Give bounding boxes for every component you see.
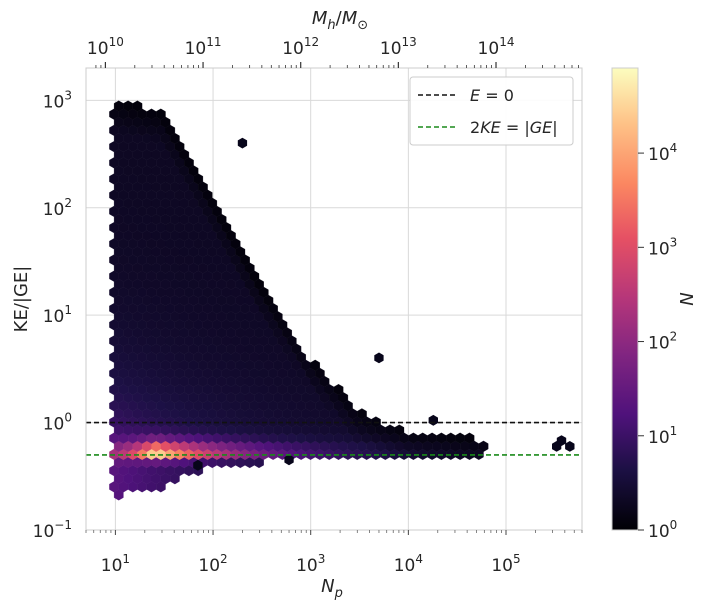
hexbin-cell	[333, 384, 344, 396]
colorbar-tick-label: 104	[648, 141, 677, 165]
colorbar-tick-label: 100	[648, 518, 677, 542]
x-axis-label: Np	[321, 576, 343, 601]
hexbin-outlier-cell	[374, 352, 384, 364]
colorbar-gradient	[612, 68, 638, 530]
hexbin-outlier-cell	[193, 459, 203, 471]
top-axis-ticks: 1010 1011 1012 1013 1014	[87, 35, 579, 68]
x-tick-label: 102	[198, 552, 227, 576]
top-tick-label: 1010	[87, 35, 124, 59]
legend-label-e0: E = 0	[470, 86, 514, 105]
hexbin-cell	[478, 440, 489, 452]
x-tick-label: 104	[394, 552, 423, 576]
x-tick-label: 101	[101, 552, 130, 576]
hexbin-cell	[357, 408, 367, 420]
hexbin-outlier-cell	[237, 137, 248, 149]
hexbin-cells	[109, 100, 575, 501]
y-tick-label: 103	[43, 88, 72, 112]
x-tick-label: 103	[296, 552, 325, 576]
reference-lines	[86, 421, 582, 456]
hexbin-outlier-cell	[284, 454, 294, 466]
y-axis-label: KE/|GE|	[11, 266, 32, 333]
colorbar-tick-label: 101	[648, 424, 677, 448]
y-tick-label: 10−1	[33, 518, 72, 542]
legend: E = 0 2KE = |GE|	[409, 76, 574, 146]
colorbar: 100 101 102 103 104 N	[611, 67, 698, 542]
colorbar-tick-label: 103	[648, 235, 677, 259]
hexbin-cell	[310, 359, 320, 371]
y-axis-ticks: 10−1 100 101 102 103	[33, 88, 72, 542]
colorbar-label: N	[677, 292, 698, 305]
hexbin-cell	[394, 424, 405, 436]
legend-label-virial: 2KE = |GE|	[470, 118, 558, 137]
top-tick-label: 1011	[185, 35, 222, 59]
legend-box	[409, 76, 574, 146]
hexbin-outlier-cell	[565, 441, 575, 452]
hexbin-cell	[132, 100, 143, 112]
y-tick-label: 100	[43, 411, 72, 435]
colorbar-tick-label: 102	[648, 330, 677, 354]
top-axis-label: Mh/M⊙	[312, 8, 368, 33]
hexbin-cell	[155, 108, 166, 120]
colorbar-ticks: 100 101 102 103 104	[638, 141, 677, 542]
x-tick-label: 105	[491, 552, 520, 576]
x-axis-ticks: 101 102 103 104 105	[85, 530, 583, 576]
top-tick-label: 1013	[380, 35, 417, 59]
y-tick-label: 101	[43, 303, 72, 327]
top-tick-label: 1014	[478, 35, 515, 59]
y-tick-label: 102	[43, 196, 72, 220]
plot-frame	[85, 67, 583, 531]
colorbar-frame	[611, 67, 639, 531]
top-tick-label: 1012	[282, 35, 319, 59]
hexbin-cell	[464, 432, 475, 444]
hexbin-outlier-cell	[556, 435, 567, 446]
